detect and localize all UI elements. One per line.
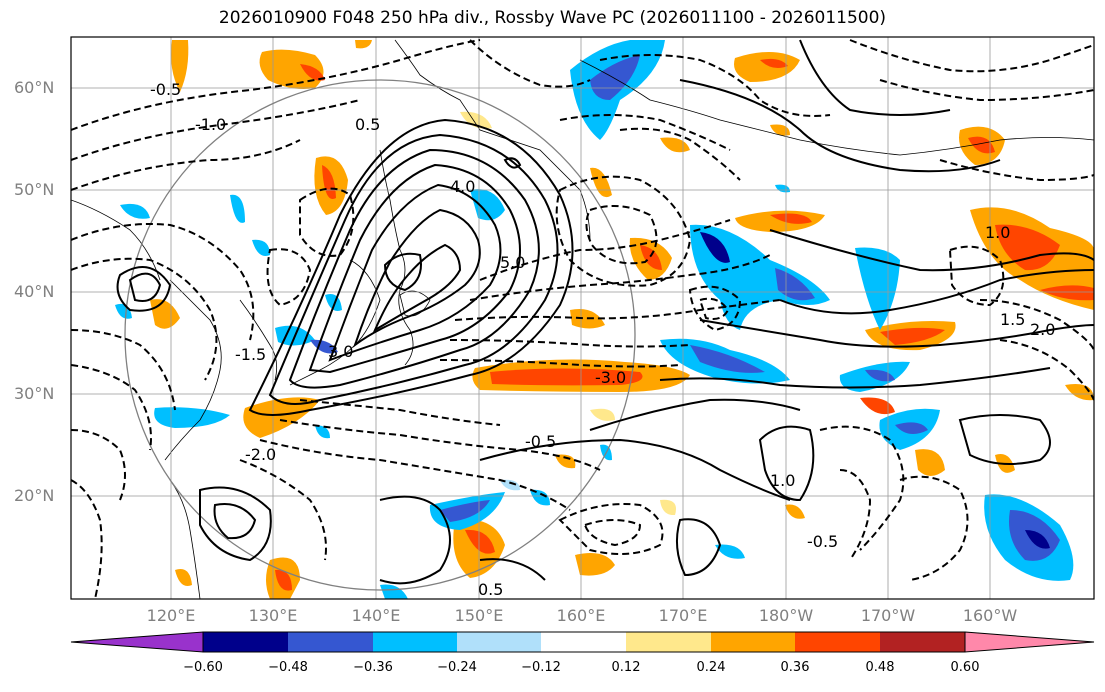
colorbar-tick: −0.36 [353,660,393,675]
lat-label: 40°N [14,282,55,301]
colorbar-tick: 0.24 [696,660,726,675]
lat-label: 20°N [14,486,55,505]
colorbar-tick: −0.12 [521,660,561,675]
lon-label: 170°E [658,606,708,625]
contour-label: 0.5 [478,580,503,599]
contour-label: -0.5 [525,432,556,451]
colorbar-tick: 0.12 [611,660,641,675]
map-title: 2026010900 F048 250 hPa div., Rossby Wav… [218,8,887,28]
lon-label: 140°E [351,606,401,625]
lon-label: 150°E [454,606,504,625]
colorbar-segment [288,632,373,652]
lon-label: 180°W [758,606,814,625]
contour-label: 4.0 [450,177,475,196]
positive-contours [116,39,1094,585]
lat-label: 60°N [14,78,55,97]
colorbar-extend-low [70,631,204,653]
contour-label: -1.5 [235,345,266,364]
colorbar-segment [541,632,626,652]
lat-label: 50°N [14,180,55,199]
negative-contours [71,39,1094,599]
contour-label: 1.5 [1000,310,1025,329]
contour-label: 3.0 [328,342,353,361]
lon-label: 120°E [146,606,196,625]
colorbar-segment [203,632,288,652]
colorbar-segment [711,632,795,652]
contour-label: -1.0 [195,115,226,134]
contour-label: -0.5 [150,80,181,99]
contour-label: -2.0 [245,445,276,464]
colorbar [70,631,1095,653]
lon-label: 160°W [962,606,1018,625]
colorbar-tick: 0.48 [865,660,895,675]
colorbar-segment [880,632,965,652]
colorbar-extend-high [964,631,1095,653]
colorbar-segment [795,632,880,652]
contour-label: -3.0 [595,368,626,387]
contour-label: -0.5 [807,532,838,551]
colorbar-tick: −0.24 [437,660,477,675]
lon-label: 130°E [248,606,298,625]
colorbar-tick: −0.48 [268,660,308,675]
reference-circle [124,79,636,591]
map-frame [70,36,1095,600]
colorbar-segment [373,632,457,652]
contour-label: 0.5 [355,115,380,134]
colorbar-tick: 0.60 [950,660,980,675]
colorbar-tick: 0.36 [780,660,810,675]
lon-label: 170°W [860,606,916,625]
lon-label: 160°E [556,606,606,625]
contour-label: 5.0 [500,253,525,272]
contour-label: 1.0 [770,471,795,490]
map-gridlines [71,37,1094,599]
lat-label: 30°N [14,384,55,403]
contour-label: 2.0 [1030,320,1055,339]
contour-label: 1.0 [985,223,1010,242]
positive-divergence-shading [150,40,1094,599]
colorbar-segment [457,632,541,652]
colorbar-tick: −0.60 [183,660,223,675]
colorbar-segment [626,632,711,652]
